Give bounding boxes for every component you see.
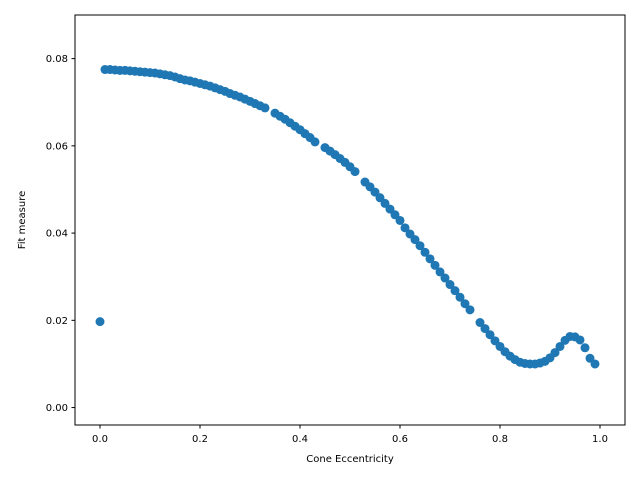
data-point	[550, 348, 560, 358]
data-point	[555, 341, 565, 351]
x-tick-label: 0.2	[192, 434, 208, 445]
data-point	[485, 330, 495, 340]
data-point	[400, 223, 410, 233]
data-point	[350, 167, 360, 177]
data-point	[480, 324, 490, 334]
y-tick-label: 0.02	[46, 316, 68, 327]
data-point	[395, 215, 405, 225]
data-point	[475, 318, 485, 327]
data-point	[580, 343, 590, 353]
data-point	[260, 103, 270, 113]
data-point	[445, 280, 455, 290]
plot-frame	[74, 14, 626, 426]
y-tick-label: 0.00	[46, 403, 68, 414]
data-point	[310, 137, 320, 147]
y-tick-label: 0.06	[46, 141, 68, 152]
y-axis-ticks: 0.00 0.02 0.04 0.06 0.08	[46, 54, 75, 414]
x-axis-label: Cone Eccentricity	[306, 454, 394, 465]
data-point	[575, 335, 585, 345]
data-point	[435, 267, 445, 277]
y-tick-label: 0.08	[46, 54, 68, 65]
data-point	[430, 260, 440, 270]
y-axis-label: Fit measure	[17, 191, 28, 250]
x-tick-label: 0.6	[392, 434, 408, 445]
x-axis-ticks: 0.0 0.2 0.4 0.6 0.8 1.0	[92, 425, 608, 445]
data-point	[460, 299, 470, 309]
data-point	[590, 359, 600, 369]
x-tick-label: 1.0	[592, 434, 608, 445]
data-point	[410, 235, 420, 245]
x-tick-label: 0.0	[92, 434, 108, 445]
x-tick-label: 0.8	[492, 434, 508, 445]
data-point	[420, 247, 430, 257]
data-point	[465, 305, 475, 315]
data-point	[440, 273, 450, 283]
data-point	[425, 254, 435, 264]
y-tick-label: 0.04	[46, 229, 68, 240]
data-point	[415, 241, 425, 251]
data-points	[95, 65, 600, 369]
x-tick-label: 0.4	[292, 434, 308, 445]
data-point	[95, 317, 105, 327]
data-point	[450, 286, 460, 296]
data-point	[455, 292, 465, 302]
